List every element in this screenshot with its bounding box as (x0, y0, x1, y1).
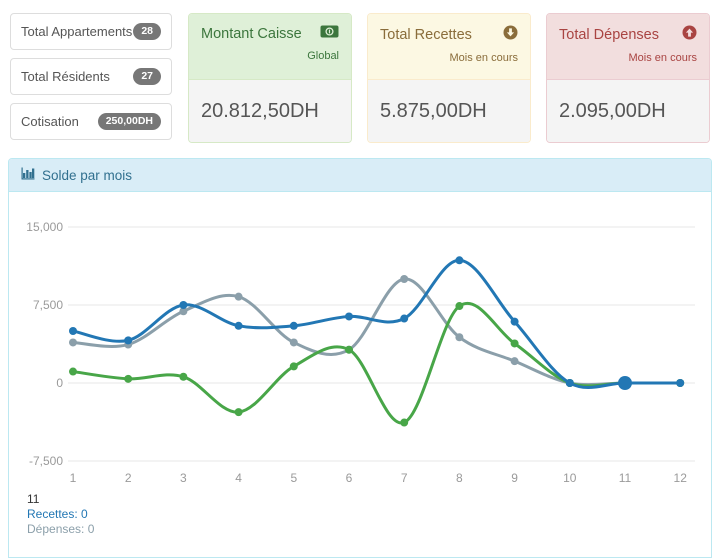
card-value: 5.875,00DH (368, 79, 530, 142)
svg-text:10: 10 (563, 471, 577, 485)
svg-text:-7,500: -7,500 (29, 454, 63, 468)
svg-text:3: 3 (180, 471, 187, 485)
card-scope: Mois en cours (628, 52, 697, 64)
bar-chart-icon (21, 167, 35, 183)
svg-text:6: 6 (346, 471, 353, 485)
card-total-depenses: Total Dépenses Mois en cours 2.095,00DH (546, 13, 710, 143)
summary-row: Total Appartements 28 Total Résidents 27… (0, 0, 720, 143)
panel-title: Solde par mois (42, 167, 133, 183)
card-title: Total Dépenses (559, 27, 659, 43)
stat-total-appartements: Total Appartements 28 (10, 13, 172, 50)
chart-tooltip: 11 Recettes: 0 Dépenses: 0 (17, 491, 703, 537)
svg-text:15,000: 15,000 (26, 220, 63, 234)
stat-total-residents: Total Résidents 27 (10, 58, 172, 95)
stat-badge: 28 (133, 23, 161, 40)
stats-column: Total Appartements 28 Total Résidents 27… (10, 13, 172, 143)
svg-text:12: 12 (674, 471, 688, 485)
card-scope: Global (307, 50, 339, 62)
svg-text:2: 2 (125, 471, 132, 485)
card-scope: Mois en cours (449, 52, 518, 64)
panel-heading: Solde par mois (9, 159, 711, 192)
tooltip-depenses: Dépenses: 0 (27, 522, 95, 536)
panel-body: 15,000 7,500 0 -7,500 1 2 3 4 5 6 7 8 9 10 11 12 11 Rec… (9, 192, 711, 537)
card-header: Total Recettes Mois en cours (368, 14, 530, 79)
svg-text:9: 9 (511, 471, 518, 485)
card-total-recettes: Total Recettes Mois en cours 5.875,00DH (367, 13, 531, 143)
card-header: Total Dépenses Mois en cours (547, 14, 709, 79)
svg-text:8: 8 (456, 471, 463, 485)
stat-label: Total Appartements (21, 24, 133, 39)
arrow-circle-down-icon (503, 25, 518, 45)
svg-text:5: 5 (290, 471, 297, 485)
arrow-circle-up-icon (682, 25, 697, 45)
svg-text:0: 0 (56, 376, 63, 390)
svg-text:4: 4 (235, 471, 242, 485)
stat-badge: 250,00DH (97, 113, 161, 130)
card-header: Montant Caisse Global (189, 14, 351, 79)
tooltip-recettes: Recettes: 0 (27, 507, 88, 521)
card-value: 20.812,50DH (189, 79, 351, 142)
card-value: 2.095,00DH (547, 79, 709, 142)
stat-badge: 27 (133, 68, 161, 85)
stat-cotisation: Cotisation 250,00DH (10, 103, 172, 140)
svg-text:7,500: 7,500 (33, 298, 63, 312)
svg-text:11: 11 (619, 471, 632, 485)
card-title: Total Recettes (380, 27, 472, 43)
stat-label: Total Résidents (21, 69, 110, 84)
solde-par-mois-panel: Solde par mois 15,000 7,500 0 -7,500 1 2 3 4 5 6 7… (8, 158, 712, 558)
tooltip-month: 11 (27, 492, 40, 506)
svg-text:7: 7 (401, 471, 408, 485)
stat-label: Cotisation (21, 114, 79, 129)
card-montant-caisse: Montant Caisse Global 20.812,50DH (188, 13, 352, 143)
card-title: Montant Caisse (201, 26, 302, 42)
svg-text:1: 1 (70, 471, 77, 485)
money-icon (320, 25, 339, 43)
